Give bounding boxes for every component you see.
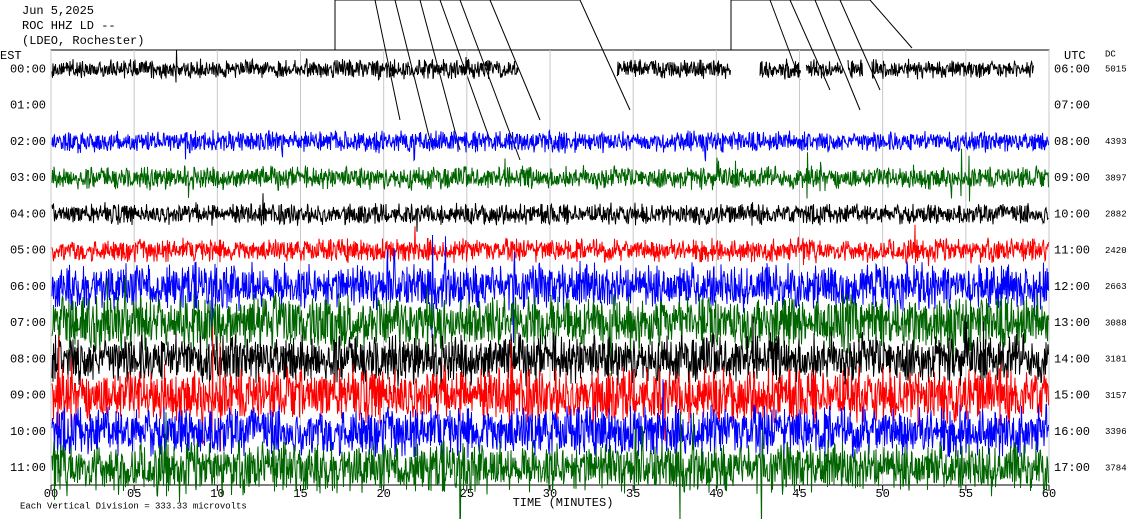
utc-label: 11:00	[1054, 244, 1090, 258]
x-tick-label: 20	[376, 487, 390, 501]
est-label: 11:00	[10, 461, 46, 475]
est-label: 01:00	[10, 99, 46, 113]
est-label: 08:00	[10, 352, 46, 366]
x-tick-label: 10	[210, 487, 224, 501]
x-tick-label: 35	[626, 487, 640, 501]
utc-label: 16:00	[1054, 425, 1090, 439]
title-line: (LDEO, Rochester)	[22, 34, 144, 48]
utc-label: 08:00	[1054, 135, 1090, 149]
x-axis-title: TIME (MINUTES)	[513, 496, 614, 510]
est-label: 10:00	[10, 425, 46, 439]
dc-value: 3157	[1105, 391, 1127, 401]
dc-value: 5015	[1105, 65, 1127, 75]
dc-value: 3181	[1105, 355, 1127, 365]
dc-value: 2663	[1105, 282, 1127, 292]
est-label: 06:00	[10, 280, 46, 294]
trace	[51, 326, 1049, 452]
utc-label: 12:00	[1054, 280, 1090, 294]
x-tick-label: 30	[543, 487, 557, 501]
est-label: 03:00	[10, 171, 46, 185]
utc-label: 07:00	[1054, 99, 1090, 113]
trace	[51, 234, 1049, 347]
x-tick-label: 60	[1042, 487, 1056, 501]
dc-title: DC	[1105, 49, 1116, 59]
utc-label: 17:00	[1054, 461, 1090, 475]
trace	[51, 379, 1049, 460]
utc-label: 15:00	[1054, 389, 1090, 403]
est-label: 04:00	[10, 207, 46, 221]
trace	[51, 411, 1049, 519]
trace	[51, 129, 1049, 162]
x-tick-label: 05	[127, 487, 141, 501]
x-tick-label: 00	[44, 487, 58, 501]
trace	[51, 277, 1049, 376]
est-label: 00:00	[10, 62, 46, 76]
trace	[51, 193, 1049, 232]
utc-label: 13:00	[1054, 316, 1090, 330]
dc-value: 3088	[1105, 318, 1127, 328]
x-tick-label: 40	[709, 487, 723, 501]
title-line: Jun 5,2025	[22, 4, 94, 18]
right-axis-title: UTC	[1064, 49, 1086, 63]
dc-value: 3784	[1105, 463, 1127, 473]
utc-label: 14:00	[1054, 352, 1090, 366]
dc-value: 3396	[1105, 427, 1127, 437]
x-tick-label: 55	[959, 487, 973, 501]
x-tick-label: 50	[875, 487, 889, 501]
est-label: 02:00	[10, 135, 46, 149]
est-label: 07:00	[10, 316, 46, 330]
dc-value: 3897	[1105, 173, 1127, 183]
trace	[51, 224, 1049, 267]
utc-label: 06:00	[1054, 62, 1090, 76]
utc-label: 10:00	[1054, 207, 1090, 221]
trace	[51, 315, 1049, 403]
x-tick-label: 15	[293, 487, 307, 501]
dc-value: 2882	[1105, 210, 1127, 220]
left-axis-title: EST	[0, 49, 22, 63]
dc-value: 2420	[1105, 246, 1127, 256]
footnote: Each Vertical Division = 333.33 microvol…	[20, 501, 247, 511]
dc-value: 4393	[1105, 137, 1127, 147]
title-line: ROC HHZ LD --	[22, 19, 116, 33]
est-label: 05:00	[10, 244, 46, 258]
est-label: 09:00	[10, 389, 46, 403]
x-tick-label: 45	[792, 487, 806, 501]
utc-label: 09:00	[1054, 171, 1090, 185]
trace	[51, 50, 1034, 83]
trace	[51, 148, 1049, 202]
x-tick-label: 25	[460, 487, 474, 501]
